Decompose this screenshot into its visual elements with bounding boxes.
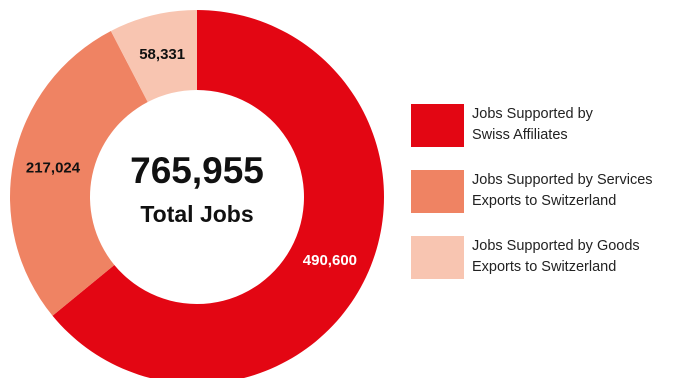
legend-label: Jobs Supported by Goods Exports to Switz… <box>472 238 640 275</box>
legend-swatch <box>411 170 464 213</box>
donut-slice-2 <box>110 10 197 103</box>
legend-label: Jobs Supported by Swiss Affiliates <box>472 106 593 143</box>
legend-item-swiss-affiliates: Jobs Supported by Swiss Affiliates <box>411 104 686 156</box>
slice-value-label: 58,331 <box>139 46 185 63</box>
donut-slice-0 <box>52 10 384 378</box>
slice-value-labels: 490,600 217,024 58,331 <box>26 46 357 269</box>
legend-item-goods-exports: Jobs Supported by Goods Exports to Switz… <box>411 236 686 288</box>
slice-value-label: 490,600 <box>303 252 357 269</box>
donut-slices <box>10 10 384 378</box>
legend-item-services-exports: Jobs Supported by Services Exports to Sw… <box>411 170 686 222</box>
slice-value-label: 217,024 <box>26 159 81 176</box>
donut-chart: 490,600 217,024 58,331 765,955 Total Jobs <box>10 10 384 378</box>
center-total-caption: Total Jobs <box>140 201 253 227</box>
legend-label: Jobs Supported by Services Exports to Sw… <box>472 172 653 209</box>
legend-swatch <box>411 236 464 279</box>
legend-swatch <box>411 104 464 147</box>
chart-legend: Jobs Supported by Swiss Affiliates Jobs … <box>411 104 686 302</box>
center-total-value: 765,955 <box>130 150 264 191</box>
donut-slice-1 <box>10 31 148 316</box>
